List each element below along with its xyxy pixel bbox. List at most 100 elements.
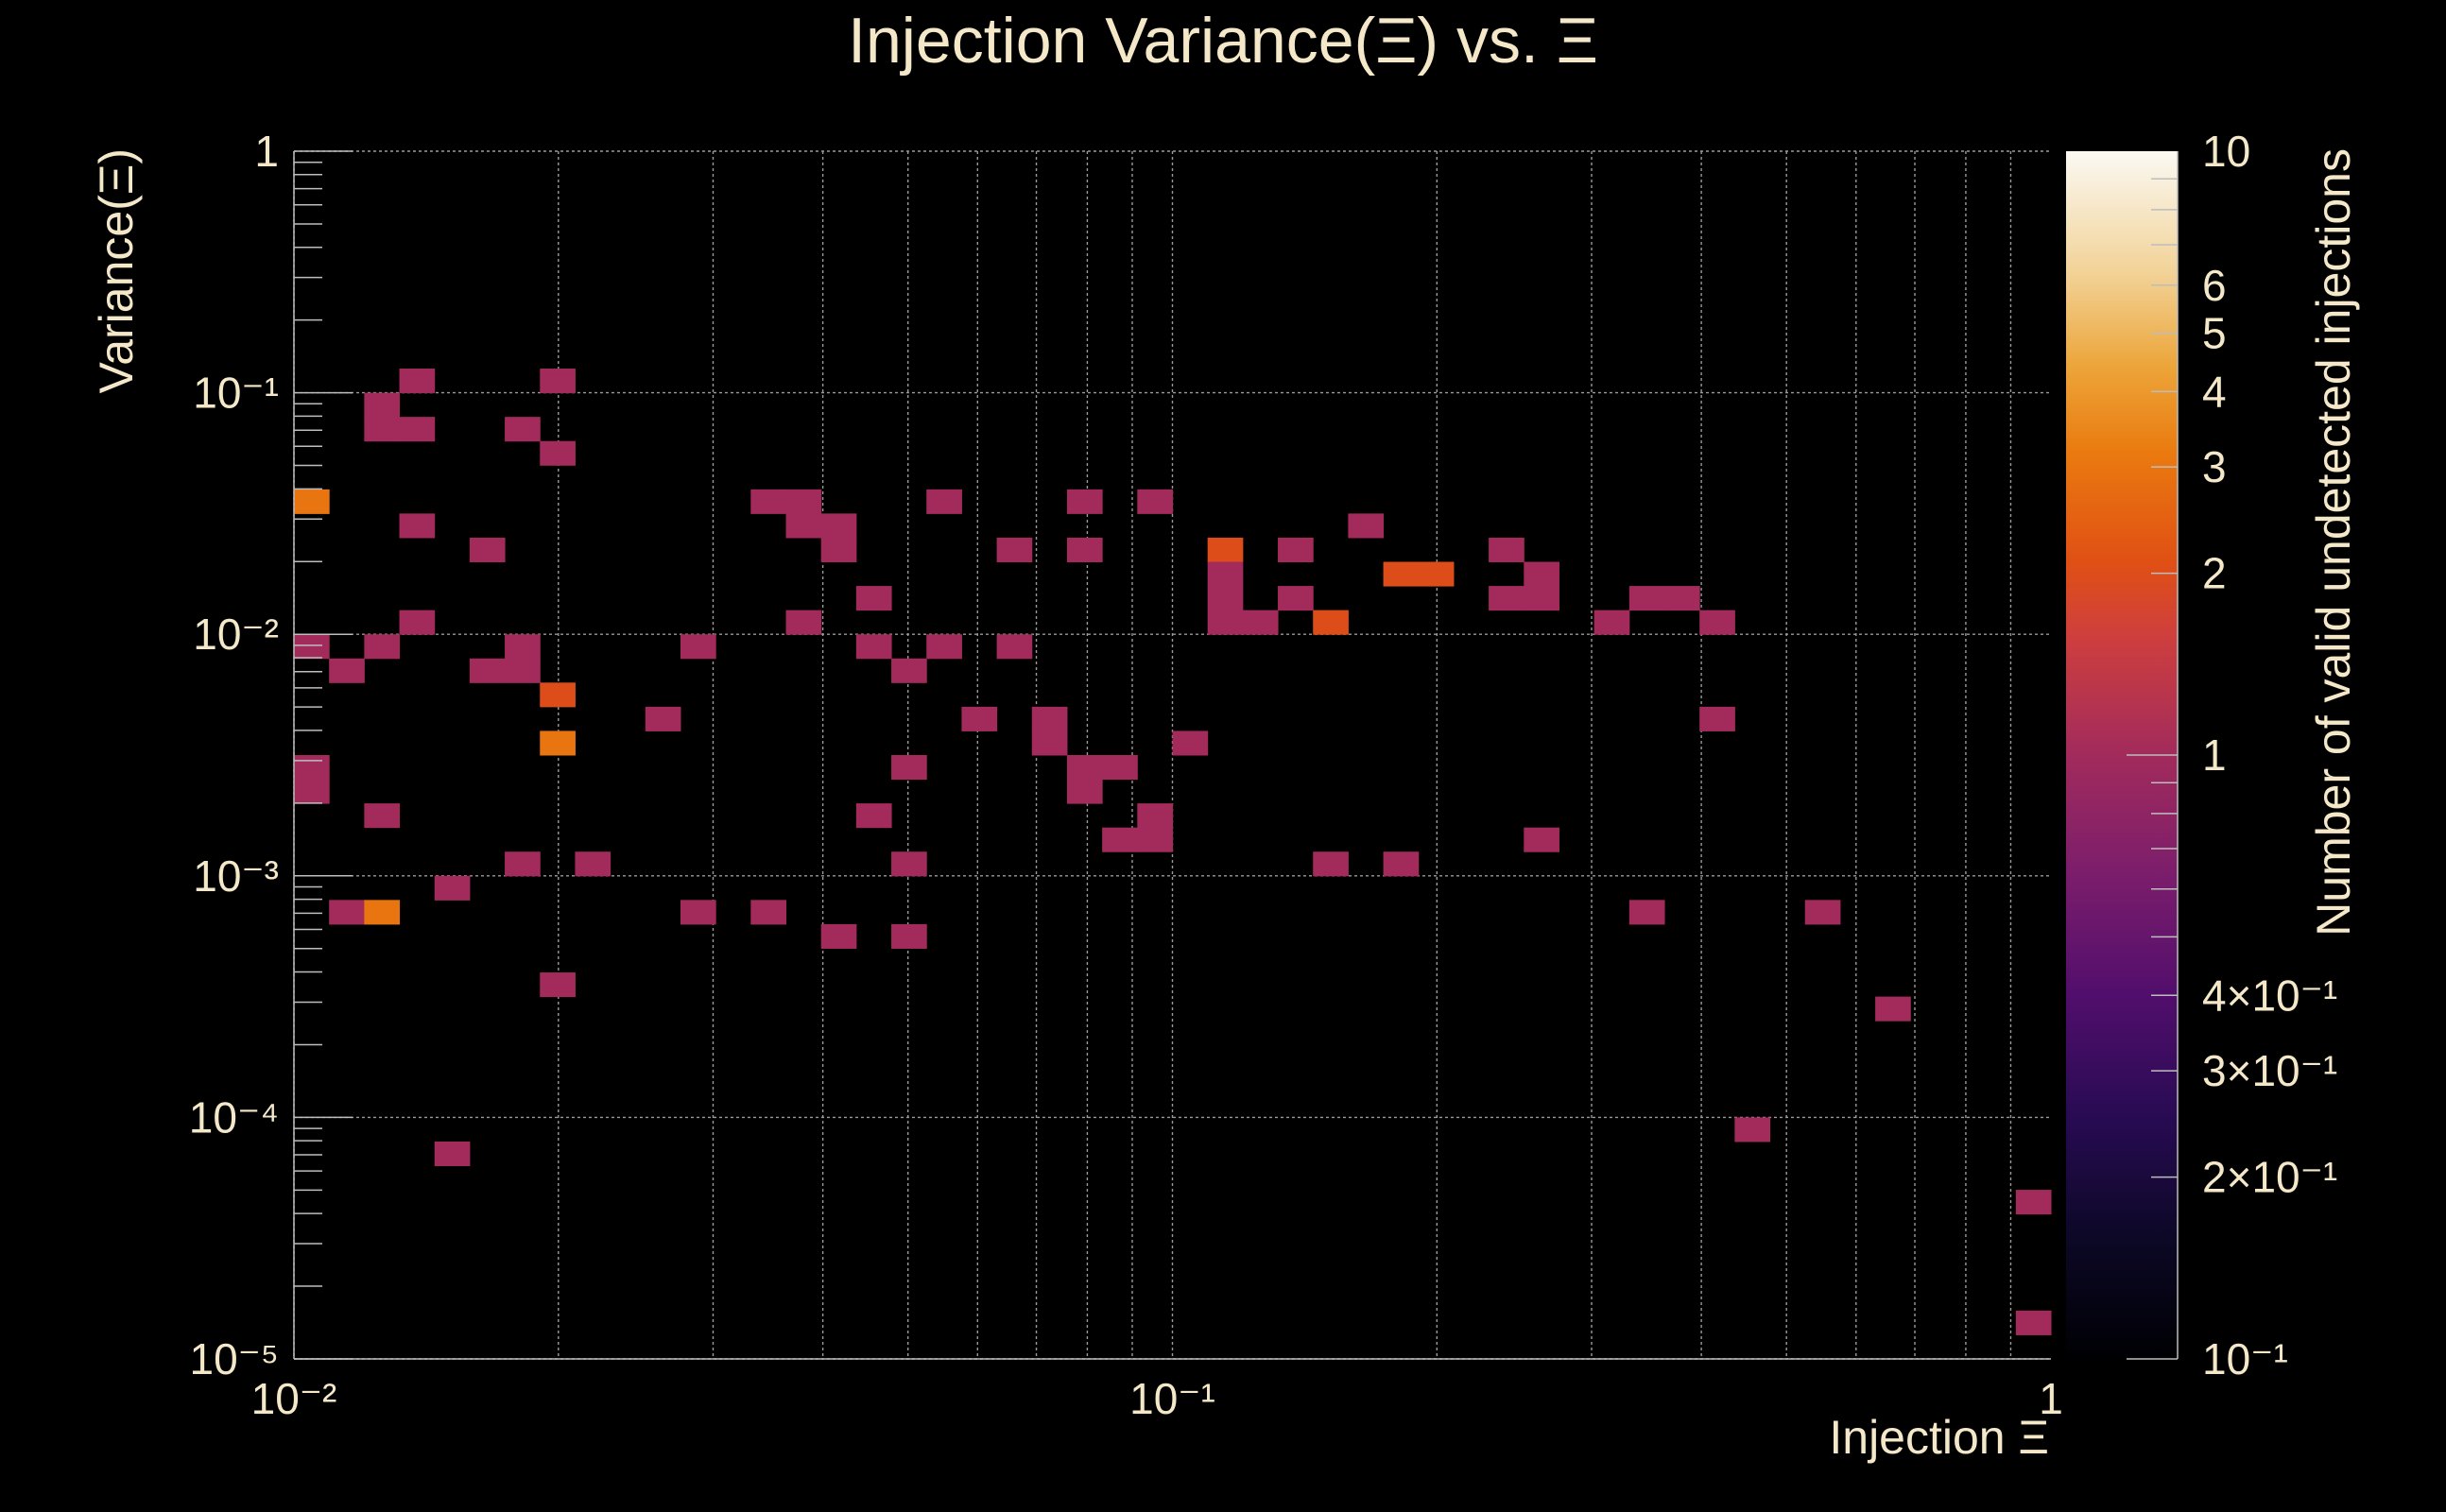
heatmap-cell xyxy=(294,779,330,804)
heatmap-cell xyxy=(1313,851,1349,877)
heatmap-cell xyxy=(996,634,1033,660)
heatmap-cell xyxy=(680,634,716,660)
z-tick-label: 10⁻¹ xyxy=(2202,1334,2288,1383)
heatmap-cell xyxy=(540,440,576,466)
heatmap-cell xyxy=(294,755,330,781)
heatmap-cell xyxy=(364,634,401,660)
heatmap-cell xyxy=(2015,1190,2052,1215)
heatmap-cell xyxy=(891,851,927,877)
y-tick-label: 10⁻⁴ xyxy=(189,1092,279,1142)
heatmap-cell xyxy=(891,755,927,781)
heatmap-cell xyxy=(540,972,576,998)
heatmap-cell xyxy=(399,513,436,539)
heatmap-cell xyxy=(1593,610,1630,635)
heatmap-cell xyxy=(750,900,787,925)
heatmap-cell xyxy=(1066,537,1103,563)
heatmap-cell xyxy=(1137,489,1173,514)
heatmap-cell xyxy=(294,489,330,514)
heatmap-cell xyxy=(996,537,1033,563)
heatmap-cell xyxy=(1489,586,1524,611)
z-tick-label: 5 xyxy=(2202,308,2227,357)
heatmap-cell xyxy=(540,730,576,756)
heatmap-cell xyxy=(1066,779,1103,804)
heatmap-cell xyxy=(1628,586,1665,611)
z-tick-label: 4 xyxy=(2202,367,2227,416)
heatmap-cell xyxy=(820,923,857,949)
heatmap-cell xyxy=(926,489,962,514)
heatmap-cell xyxy=(1664,586,1700,611)
heatmap-cell xyxy=(469,658,506,683)
heatmap-cell xyxy=(434,875,471,901)
heatmap-cell xyxy=(820,537,857,563)
heatmap-cell xyxy=(540,369,576,394)
heatmap-cell xyxy=(1313,610,1349,635)
heatmap-cell xyxy=(329,658,365,683)
y-tick-label: 10⁻⁵ xyxy=(189,1334,279,1383)
z-tick-label: 6 xyxy=(2202,261,2227,310)
heatmap-cell xyxy=(1207,610,1244,635)
heatmap-cell xyxy=(1066,489,1103,514)
x-axis-label: Injection Ξ xyxy=(1829,1411,2049,1464)
heatmap-cell xyxy=(1031,706,1068,731)
heatmap-cell xyxy=(1137,803,1173,829)
x-tick-label: 1 xyxy=(2039,1374,2063,1423)
x-tick-label: 10⁻² xyxy=(251,1374,337,1423)
y-tick-label: 10⁻³ xyxy=(193,851,279,901)
heatmap-cell xyxy=(1102,827,1138,852)
heatmap-cell xyxy=(364,417,401,442)
y-axis-label: Variance(Ξ) xyxy=(90,148,143,393)
heatmap-cell xyxy=(1734,1117,1771,1143)
heatmap-cell xyxy=(785,513,822,539)
color-scale-label: Number of valid undetected injections xyxy=(2307,148,2360,936)
heatmap-cell xyxy=(1804,900,1841,925)
chart-title: Injection Variance(Ξ) vs. Ξ xyxy=(848,5,1598,77)
y-tick-label: 10⁻¹ xyxy=(193,369,279,418)
heatmap-cell xyxy=(926,634,962,660)
heatmap-cell xyxy=(1699,610,1735,635)
heatmap-cell xyxy=(855,803,892,829)
heatmap-cell xyxy=(1242,610,1279,635)
heatmap-cell xyxy=(505,851,541,877)
heatmap-cell xyxy=(891,658,927,683)
heatmap-cell xyxy=(750,489,787,514)
heatmap-cell xyxy=(1172,730,1209,756)
x-tick-label: 10⁻¹ xyxy=(1129,1374,1215,1423)
heatmap-cell xyxy=(1383,561,1420,587)
heatmap-cell xyxy=(680,900,716,925)
heatmap-cell xyxy=(364,392,401,418)
heatmap-cell xyxy=(399,417,436,442)
heatmap-cells xyxy=(294,369,2052,1335)
heatmap-cell xyxy=(820,513,857,539)
heatmap-cell xyxy=(1524,827,1559,852)
heatmap-cell xyxy=(1137,827,1173,852)
heatmap-cell xyxy=(1489,537,1524,563)
heatmap-cell xyxy=(785,489,822,514)
heatmap-cell xyxy=(364,900,401,925)
heatmap-cell xyxy=(1699,706,1735,731)
heatmap-cell xyxy=(1278,537,1314,563)
heatmap-cell xyxy=(505,658,541,683)
heatmap-cell xyxy=(575,851,612,877)
axes: 110⁻¹10⁻²10⁻³10⁻⁴10⁻⁵10⁻² 10⁻¹ 1 xyxy=(189,127,2063,1423)
heatmap-cell xyxy=(1628,900,1665,925)
heatmap-cell xyxy=(1207,537,1244,563)
heatmap-cell xyxy=(505,417,541,442)
heatmap-cell xyxy=(364,803,401,829)
y-tick-label: 10⁻² xyxy=(193,610,279,659)
z-tick-label: 2×10⁻¹ xyxy=(2202,1153,2337,1202)
heatmap-cell xyxy=(329,900,365,925)
z-tick-label: 2 xyxy=(2202,549,2227,598)
heatmap-cell xyxy=(540,682,576,708)
heatmap-cell xyxy=(1066,755,1103,781)
heatmap-cell xyxy=(1102,755,1138,781)
heatmap-cell xyxy=(785,610,822,635)
heatmap-cell xyxy=(2015,1310,2052,1335)
heatmap-cell xyxy=(469,537,506,563)
color-scale-axis: 10 65 4 3 2 1 4×10⁻¹ 3×10⁻¹ 2×10⁻¹ 10⁻¹ xyxy=(2127,127,2337,1383)
heatmap-cell xyxy=(399,369,436,394)
heatmap-cell xyxy=(1418,561,1455,587)
heatmap-cell xyxy=(855,634,892,660)
z-tick-label: 4×10⁻¹ xyxy=(2202,971,2337,1020)
heatmap-cell xyxy=(1207,586,1244,611)
